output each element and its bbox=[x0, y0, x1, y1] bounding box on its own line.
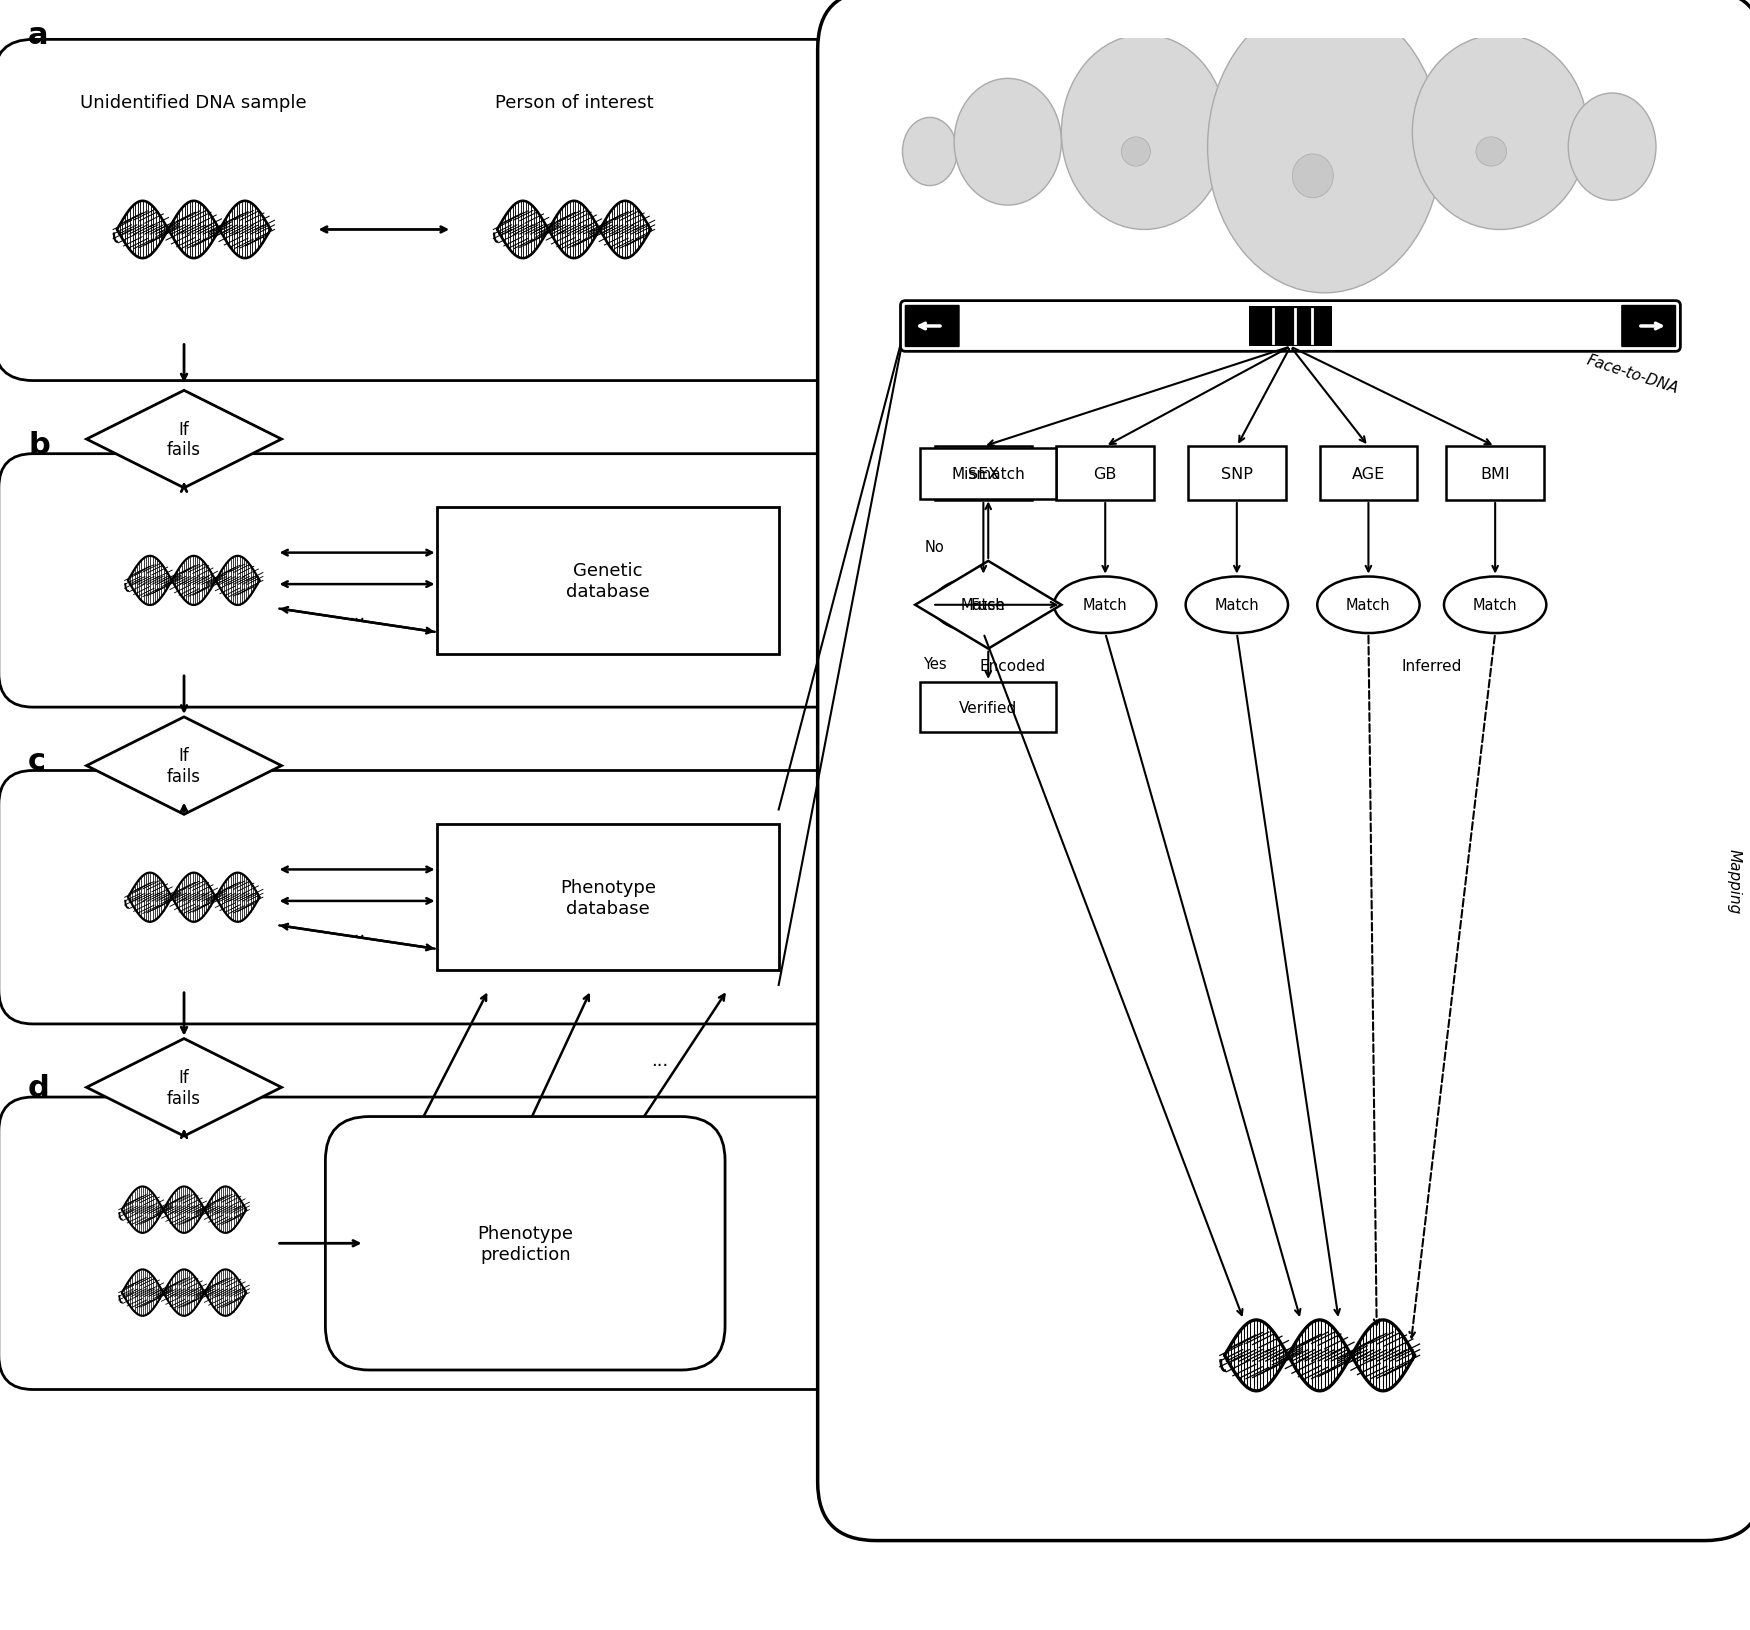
Text: Yes: Yes bbox=[922, 657, 947, 672]
Text: Person of interest: Person of interest bbox=[495, 95, 653, 112]
Text: d: d bbox=[28, 1073, 49, 1102]
Text: No: No bbox=[924, 540, 945, 554]
FancyBboxPatch shape bbox=[0, 455, 866, 707]
Bar bbox=[920, 448, 1057, 499]
Ellipse shape bbox=[954, 80, 1060, 205]
FancyBboxPatch shape bbox=[0, 771, 866, 1024]
Text: Match: Match bbox=[1214, 598, 1260, 613]
Text: SEX: SEX bbox=[968, 466, 999, 481]
Text: If
fails: If fails bbox=[166, 747, 201, 786]
FancyBboxPatch shape bbox=[905, 306, 959, 347]
Text: a: a bbox=[28, 21, 49, 51]
Polygon shape bbox=[86, 391, 282, 489]
Text: Encoded: Encoded bbox=[980, 659, 1046, 673]
FancyBboxPatch shape bbox=[901, 302, 1680, 352]
Text: Phenotype
database: Phenotype database bbox=[560, 879, 656, 918]
Text: If
fails: If fails bbox=[166, 1068, 201, 1107]
Text: Genetic
database: Genetic database bbox=[567, 562, 649, 600]
Text: Match: Match bbox=[1083, 598, 1127, 613]
Text: AGE: AGE bbox=[1351, 466, 1384, 481]
Bar bbox=[1188, 447, 1286, 500]
Bar bbox=[438, 825, 779, 971]
FancyBboxPatch shape bbox=[0, 1097, 866, 1390]
Ellipse shape bbox=[1054, 577, 1157, 634]
Text: SNP: SNP bbox=[1222, 466, 1253, 481]
Text: ...: ... bbox=[348, 923, 366, 941]
Ellipse shape bbox=[1412, 36, 1587, 230]
Text: If
fails: If fails bbox=[166, 421, 201, 460]
Text: Verified: Verified bbox=[959, 701, 1017, 716]
Text: Face-to-DNA: Face-to-DNA bbox=[1586, 352, 1680, 396]
FancyBboxPatch shape bbox=[1622, 306, 1675, 347]
Text: Phenotype
prediction: Phenotype prediction bbox=[478, 1224, 574, 1263]
Ellipse shape bbox=[1122, 139, 1150, 166]
Text: ...: ... bbox=[651, 1051, 668, 1069]
FancyBboxPatch shape bbox=[326, 1117, 724, 1371]
Text: c: c bbox=[28, 747, 46, 776]
Polygon shape bbox=[915, 562, 1060, 649]
Bar bbox=[920, 683, 1057, 734]
Ellipse shape bbox=[1318, 577, 1419, 634]
Text: ...: ... bbox=[348, 605, 366, 623]
Bar bbox=[1250, 306, 1332, 347]
FancyBboxPatch shape bbox=[0, 41, 872, 381]
Ellipse shape bbox=[1475, 139, 1507, 166]
Ellipse shape bbox=[1186, 577, 1288, 634]
Ellipse shape bbox=[1568, 95, 1656, 200]
Text: Fuse: Fuse bbox=[971, 598, 1006, 613]
Text: Match: Match bbox=[1474, 598, 1517, 613]
Polygon shape bbox=[86, 1038, 282, 1136]
Ellipse shape bbox=[1293, 155, 1334, 199]
Bar bbox=[438, 509, 779, 654]
Ellipse shape bbox=[903, 119, 957, 186]
Text: BMI: BMI bbox=[1480, 466, 1510, 481]
Ellipse shape bbox=[1208, 2, 1442, 293]
Bar bbox=[934, 447, 1032, 500]
Ellipse shape bbox=[1444, 577, 1547, 634]
Text: GB: GB bbox=[1094, 466, 1116, 481]
Text: Mapping: Mapping bbox=[1727, 848, 1741, 913]
Text: Match: Match bbox=[1346, 598, 1391, 613]
Text: Inferred: Inferred bbox=[1402, 659, 1461, 673]
Ellipse shape bbox=[1060, 36, 1227, 230]
Ellipse shape bbox=[933, 577, 1034, 634]
FancyBboxPatch shape bbox=[817, 0, 1750, 1540]
Text: Unidentified DNA sample: Unidentified DNA sample bbox=[80, 95, 306, 112]
Bar bbox=[1320, 447, 1418, 500]
Text: Mismatch: Mismatch bbox=[952, 466, 1026, 481]
Bar bbox=[1447, 447, 1544, 500]
Bar bbox=[1057, 447, 1153, 500]
Text: b: b bbox=[28, 430, 49, 460]
Text: Match: Match bbox=[961, 598, 1006, 613]
Polygon shape bbox=[86, 717, 282, 815]
